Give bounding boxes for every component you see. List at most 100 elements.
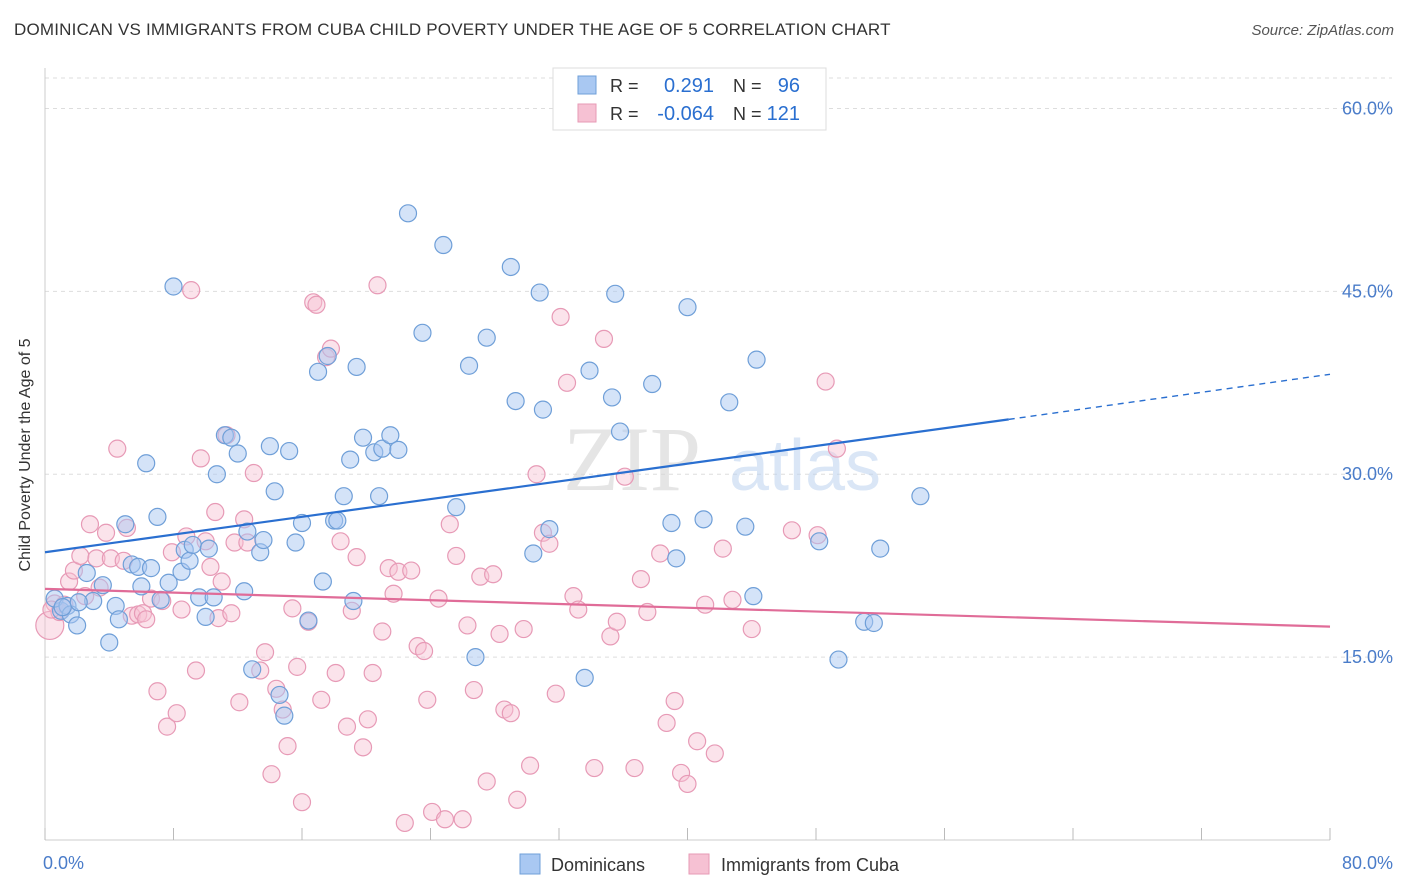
cuba-point bbox=[551, 307, 570, 327]
dominican-point bbox=[228, 444, 247, 463]
cuba-point bbox=[742, 619, 761, 639]
dominican-point bbox=[466, 648, 485, 667]
legend-n-label-2: N = bbox=[733, 104, 762, 124]
cuba-point bbox=[157, 717, 177, 736]
y-tick-label-30: 30.0% bbox=[1342, 464, 1393, 484]
cuba-point bbox=[782, 521, 802, 540]
cuba-point bbox=[464, 680, 483, 700]
cuba-point bbox=[87, 549, 106, 568]
cuba-point bbox=[353, 738, 373, 757]
watermark: ZIP atlas bbox=[563, 408, 881, 510]
cuba-point bbox=[230, 693, 249, 712]
dominican-point bbox=[344, 591, 363, 611]
cuba-point bbox=[278, 737, 297, 756]
cuba-point bbox=[206, 502, 225, 522]
dominican-point bbox=[299, 611, 318, 630]
dominican-point bbox=[347, 357, 366, 377]
cuba-point bbox=[546, 684, 565, 703]
dominican-point bbox=[292, 513, 312, 533]
dominican-point bbox=[533, 400, 553, 419]
dominican-point bbox=[381, 426, 400, 445]
cuba-point bbox=[212, 572, 231, 591]
cuba-point bbox=[429, 589, 448, 608]
cuba-point bbox=[358, 710, 377, 729]
y-tick-label-15: 15.0% bbox=[1342, 647, 1393, 667]
cuba-point bbox=[418, 690, 437, 709]
x-tick-label-min: 0.0% bbox=[43, 853, 84, 873]
cuba-point bbox=[186, 661, 206, 680]
dominican-point bbox=[353, 428, 373, 447]
y-tick-label-60: 60.0% bbox=[1342, 98, 1393, 118]
dominicans-trend-extension bbox=[1008, 373, 1331, 421]
dominican-point bbox=[159, 573, 178, 592]
dominican-point bbox=[265, 482, 284, 501]
cuba-point bbox=[440, 515, 459, 534]
dominican-point bbox=[413, 323, 432, 342]
dominican-point bbox=[459, 356, 479, 375]
dominican-point bbox=[606, 284, 625, 303]
cuba-point bbox=[477, 772, 496, 791]
dominican-point bbox=[328, 511, 347, 530]
dominican-point bbox=[370, 487, 389, 506]
cuba-point bbox=[108, 439, 127, 458]
dominican-point bbox=[68, 616, 87, 635]
cuba-point bbox=[490, 624, 509, 644]
cuba-point bbox=[222, 604, 241, 623]
dominican-point bbox=[151, 590, 170, 609]
cuba-point bbox=[80, 515, 100, 534]
cuba-point bbox=[167, 704, 186, 723]
dominican-point bbox=[77, 563, 96, 583]
legend-n-label-1: N = bbox=[733, 76, 762, 96]
cuba-point bbox=[671, 763, 691, 783]
cuba-point bbox=[331, 532, 350, 551]
dominican-point bbox=[744, 587, 763, 606]
cuba-point bbox=[337, 717, 357, 736]
cuba-point bbox=[373, 622, 392, 641]
cuba-point bbox=[665, 691, 684, 711]
cuba-point bbox=[71, 546, 90, 566]
cuba-point bbox=[508, 790, 527, 809]
watermark-zip: ZIP bbox=[563, 408, 701, 510]
dominican-point bbox=[667, 549, 686, 568]
legend-r-label-1: R = bbox=[610, 76, 639, 96]
dominican-point bbox=[69, 593, 88, 612]
cuba-point bbox=[326, 663, 345, 683]
bottom-legend-swatch-cuba bbox=[688, 853, 710, 875]
cuba-point bbox=[514, 619, 533, 639]
dominican-point bbox=[137, 454, 156, 473]
dominican-point bbox=[53, 598, 72, 617]
cuba-point bbox=[304, 293, 323, 312]
cuba-point bbox=[501, 704, 520, 723]
cuba-point bbox=[182, 281, 201, 300]
cuba-point bbox=[713, 539, 732, 558]
axes: 0.0% 80.0% bbox=[43, 68, 1393, 873]
cuba-point bbox=[244, 463, 263, 483]
dominican-point bbox=[501, 257, 520, 277]
cuba-point bbox=[389, 562, 408, 581]
cuba-point bbox=[283, 599, 302, 618]
cuba-point bbox=[520, 756, 540, 775]
y-axis-label: Child Poverty Under the Age of 5 bbox=[17, 338, 34, 571]
cuba-point bbox=[368, 276, 387, 295]
series-dominicans bbox=[45, 204, 930, 725]
dominican-point bbox=[575, 668, 594, 687]
dominican-point bbox=[610, 422, 630, 441]
dominican-point bbox=[447, 498, 466, 517]
cuba-point bbox=[594, 329, 614, 349]
dominican-point bbox=[398, 204, 418, 223]
legend-r-value-1: 0.291 bbox=[664, 75, 714, 97]
dominican-point bbox=[736, 517, 755, 536]
cuba-point bbox=[607, 612, 626, 631]
cuba-point bbox=[723, 590, 742, 609]
watermark-atlas: atlas bbox=[729, 426, 881, 506]
dominican-point bbox=[580, 361, 599, 380]
dominican-point bbox=[318, 346, 337, 366]
cuba-point bbox=[458, 616, 477, 635]
legend-r-label-2: R = bbox=[610, 104, 639, 124]
dominican-point bbox=[238, 522, 257, 541]
x-tick-label-max: 80.0% bbox=[1342, 853, 1393, 873]
cuba-point bbox=[625, 758, 644, 778]
dominican-point bbox=[199, 539, 218, 558]
legend-swatch-dominicans bbox=[577, 75, 597, 95]
